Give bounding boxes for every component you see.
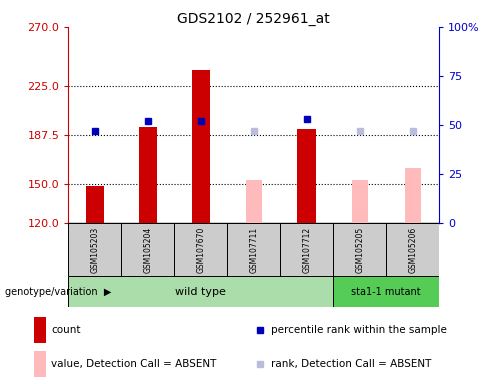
Text: GSM107712: GSM107712 <box>302 227 311 273</box>
Bar <box>68 276 333 307</box>
Bar <box>246 180 262 223</box>
Text: sta1-1 mutant: sta1-1 mutant <box>351 287 421 297</box>
Text: count: count <box>51 325 81 335</box>
Bar <box>352 180 367 223</box>
Bar <box>227 223 280 276</box>
Text: percentile rank within the sample: percentile rank within the sample <box>271 325 447 335</box>
Text: GSM105205: GSM105205 <box>355 227 364 273</box>
Bar <box>139 127 157 223</box>
Bar <box>34 316 46 343</box>
Text: GSM105206: GSM105206 <box>408 227 417 273</box>
Bar <box>191 70 210 223</box>
Bar <box>405 168 421 223</box>
Bar <box>122 223 174 276</box>
Text: value, Detection Call = ABSENT: value, Detection Call = ABSENT <box>51 359 217 369</box>
Bar <box>68 223 122 276</box>
Text: GSM107670: GSM107670 <box>196 227 205 273</box>
Bar <box>280 223 333 276</box>
Bar <box>333 276 439 307</box>
Bar <box>174 223 227 276</box>
Text: wild type: wild type <box>175 287 226 297</box>
Text: genotype/variation  ▶: genotype/variation ▶ <box>5 287 111 297</box>
Bar <box>85 186 104 223</box>
Text: GSM105204: GSM105204 <box>143 227 152 273</box>
Title: GDS2102 / 252961_at: GDS2102 / 252961_at <box>177 12 330 26</box>
Bar <box>333 223 386 276</box>
Text: GSM107711: GSM107711 <box>249 227 258 273</box>
Bar <box>298 129 316 223</box>
Text: rank, Detection Call = ABSENT: rank, Detection Call = ABSENT <box>271 359 431 369</box>
Bar <box>34 351 46 377</box>
Bar <box>386 223 439 276</box>
Text: GSM105203: GSM105203 <box>90 227 100 273</box>
